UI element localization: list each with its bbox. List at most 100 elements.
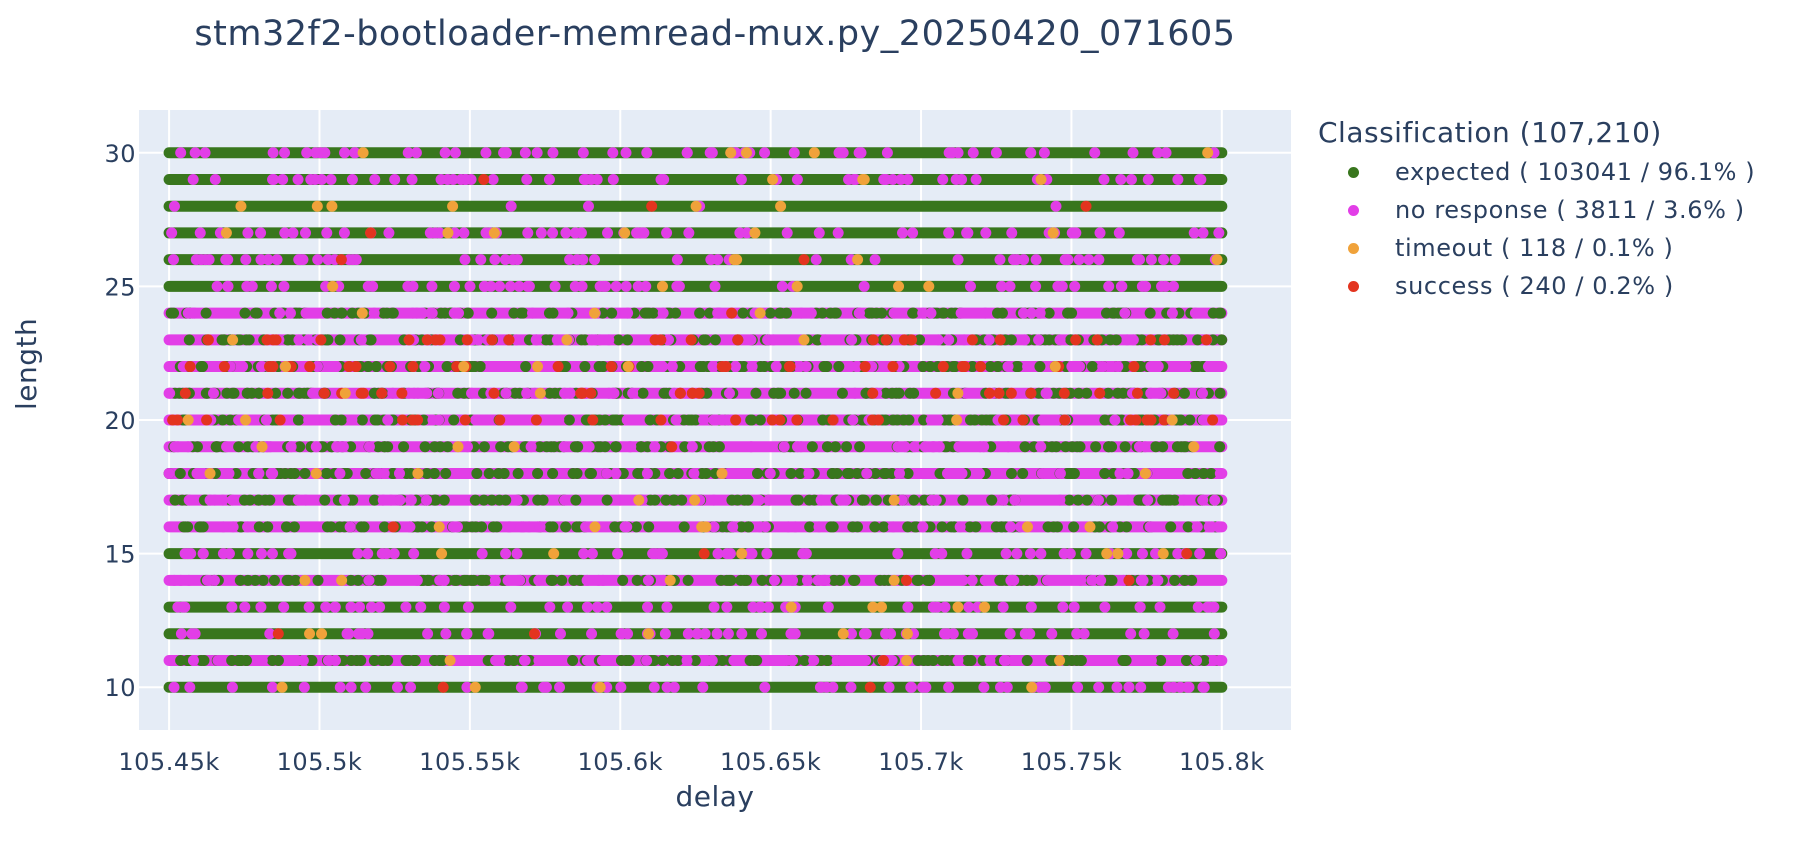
data-point: [547, 574, 559, 586]
data-point: [601, 467, 613, 479]
row-length-10: [163, 681, 1228, 693]
legend-item-timeout[interactable]: timeout ( 118 / 0.1% ): [1318, 229, 1755, 267]
row-length-11: [163, 655, 1228, 667]
data-point: [696, 467, 708, 479]
data-point: [822, 601, 834, 613]
data-point: [381, 307, 393, 319]
data-point: [1169, 574, 1181, 586]
data-point: [325, 521, 337, 533]
data-point: [1166, 467, 1178, 479]
data-point: [1104, 334, 1116, 346]
data-point: [880, 334, 892, 346]
data-point: [459, 254, 471, 266]
data-point: [597, 280, 609, 292]
data-point: [1190, 361, 1202, 373]
data-point: [476, 521, 488, 533]
data-point: [722, 628, 734, 640]
data-point: [853, 147, 865, 159]
legend-item-expected[interactable]: expected ( 103041 / 96.1% ): [1318, 153, 1755, 191]
x-tick-label: 105.55k: [419, 748, 520, 776]
data-point: [360, 467, 372, 479]
data-point: [837, 628, 849, 640]
y-tick-label: 15: [104, 541, 136, 569]
data-point: [914, 334, 926, 346]
data-point: [917, 361, 929, 373]
data-point: [478, 494, 490, 506]
data-point: [1145, 521, 1157, 533]
data-point: [952, 655, 964, 667]
legend-marker-timeout: [1348, 242, 1359, 254]
data-point: [293, 414, 305, 426]
data-point: [671, 254, 683, 266]
data-point: [845, 361, 857, 373]
data-point: [262, 387, 274, 399]
data-point: [187, 307, 199, 319]
row-length-22: [163, 361, 1228, 373]
data-point: [867, 334, 879, 346]
data-point: [612, 548, 624, 560]
data-point: [660, 387, 672, 399]
data-point: [424, 227, 436, 239]
data-point: [547, 521, 559, 533]
data-point: [415, 601, 427, 613]
data-point: [689, 655, 701, 667]
data-point: [822, 655, 834, 667]
data-point: [661, 681, 673, 693]
data-point: [1045, 655, 1057, 667]
data-point: [939, 601, 951, 613]
data-point: [1113, 227, 1125, 239]
data-point: [957, 494, 969, 506]
data-point: [1037, 414, 1049, 426]
data-point: [1009, 494, 1021, 506]
data-point: [615, 681, 627, 693]
data-point: [1145, 361, 1157, 373]
data-point: [1184, 414, 1196, 426]
data-point: [924, 574, 936, 586]
data-point: [833, 361, 845, 373]
data-point: [642, 574, 654, 586]
data-point: [1038, 147, 1050, 159]
data-point: [767, 173, 779, 185]
data-point: [464, 280, 476, 292]
data-point: [282, 334, 294, 346]
data-point: [1188, 441, 1200, 453]
data-point: [577, 147, 589, 159]
data-point: [455, 173, 467, 185]
data-point: [678, 414, 690, 426]
data-point: [1108, 307, 1120, 319]
data-point: [1101, 548, 1113, 560]
data-point: [240, 254, 252, 266]
data-point: [266, 548, 278, 560]
data-point: [994, 254, 1006, 266]
legend-label-no-response: no response ( 3811 / 3.6% ): [1395, 196, 1745, 224]
data-point: [583, 441, 595, 453]
data-point: [976, 414, 988, 426]
data-point: [1035, 173, 1047, 185]
data-point: [279, 227, 291, 239]
data-point: [1092, 494, 1104, 506]
data-point: [858, 280, 870, 292]
data-point: [217, 414, 229, 426]
data-point: [888, 494, 900, 506]
data-point: [901, 628, 913, 640]
data-point: [512, 467, 524, 479]
data-point: [212, 655, 224, 667]
data-point: [1162, 681, 1174, 693]
data-point: [377, 494, 389, 506]
data-point: [1192, 334, 1204, 346]
data-point: [338, 494, 350, 506]
x-axis-title: delay: [675, 780, 755, 813]
data-point: [255, 254, 267, 266]
legend-item-success[interactable]: success ( 240 / 0.2% ): [1318, 267, 1755, 305]
data-point: [242, 441, 254, 453]
data-point: [447, 521, 459, 533]
data-point: [267, 361, 279, 373]
legend-item-no-response[interactable]: no response ( 3811 / 3.6% ): [1318, 191, 1755, 229]
data-point: [1186, 574, 1198, 586]
row-length-28: [163, 200, 1228, 212]
row-length-19: [163, 441, 1228, 453]
data-point: [167, 414, 179, 426]
data-point: [1112, 548, 1124, 560]
data-point: [199, 147, 211, 159]
data-point: [730, 361, 742, 373]
